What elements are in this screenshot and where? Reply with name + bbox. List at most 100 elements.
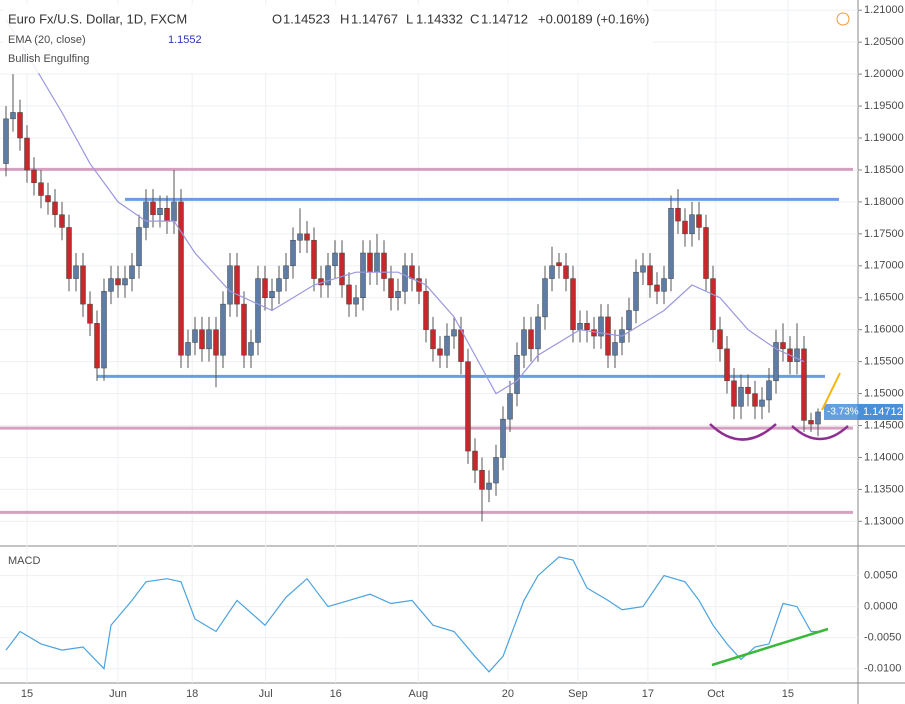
- x-tick-label: Jul: [259, 688, 273, 700]
- ema-label: EMA (20, close): [8, 34, 86, 46]
- y-tick-label: 1.17000: [864, 260, 904, 272]
- candle-body: [290, 239, 296, 267]
- candle-body: [591, 329, 597, 337]
- candle-body: [528, 329, 534, 350]
- candle-body: [87, 303, 93, 324]
- candle-body: [801, 348, 807, 421]
- candle-body: [234, 265, 240, 305]
- candle-body: [171, 201, 177, 222]
- candle-body: [164, 208, 170, 222]
- candle-body: [346, 284, 352, 305]
- candle-body: [416, 278, 422, 292]
- arc: [791, 425, 849, 441]
- candle-body: [17, 112, 23, 139]
- candle-body: [675, 208, 681, 222]
- candle-body: [31, 169, 37, 183]
- candle-body: [703, 227, 709, 279]
- candle-body: [626, 310, 632, 330]
- candle-body: [654, 284, 660, 292]
- candle-body: [668, 208, 674, 279]
- candle-body: [24, 137, 30, 171]
- candle-body: [808, 420, 814, 425]
- x-tick-label: 18: [186, 688, 198, 700]
- candle-body: [577, 323, 583, 330]
- candle-body: [430, 329, 436, 350]
- candle-body: [10, 112, 16, 120]
- ema-value: 1.1552: [168, 34, 202, 46]
- candle-body: [381, 252, 387, 279]
- candle-body: [185, 342, 191, 356]
- candle-body: [409, 265, 415, 279]
- macd-label: MACD: [8, 555, 40, 567]
- candle-body: [255, 278, 261, 343]
- candle-body: [269, 291, 275, 298]
- y-tick-label: 1.21000: [864, 4, 904, 16]
- x-tick-label: Jun: [109, 688, 127, 700]
- candle-body: [213, 329, 219, 356]
- candle-body: [178, 201, 184, 356]
- candle-body: [437, 348, 443, 356]
- candle-body: [199, 329, 205, 350]
- candle-body: [521, 329, 527, 356]
- candle-body: [731, 380, 737, 407]
- candle-body: [325, 265, 331, 286]
- candle-body: [507, 393, 513, 420]
- candle-body: [458, 329, 464, 362]
- candle-body: [115, 278, 121, 286]
- candle-body: [157, 208, 163, 215]
- candle-body: [374, 252, 380, 273]
- price-tag: 1.14712: [863, 406, 903, 418]
- candle-body: [206, 329, 212, 350]
- y2-tick-label: -0.0100: [864, 663, 901, 675]
- candle-body: [682, 220, 688, 235]
- candle-body: [150, 201, 156, 215]
- pct-tag: -3.73%: [827, 407, 859, 418]
- candle-body: [535, 316, 541, 350]
- price-tag-bg: [858, 403, 903, 420]
- y-tick-label: 1.20500: [864, 36, 904, 48]
- y2-tick-label: 0.0000: [864, 601, 898, 613]
- candle-body: [360, 252, 366, 298]
- candle-body: [248, 342, 254, 356]
- candle-body: [493, 457, 499, 484]
- x-tick-label: 20: [502, 688, 514, 700]
- alert-icon[interactable]: [836, 12, 850, 26]
- candle-body: [367, 252, 373, 273]
- l-value: 1.14332: [416, 11, 463, 26]
- candle-body: [766, 380, 772, 401]
- candle-body: [542, 278, 548, 318]
- header-bg: [3, 5, 653, 73]
- candle-body: [794, 348, 800, 362]
- candle-body: [633, 271, 639, 311]
- candle-body: [108, 278, 114, 292]
- candle-body: [465, 361, 471, 452]
- drawings: [709, 372, 849, 667]
- c-label: C: [470, 11, 479, 26]
- candle-body: [3, 118, 9, 164]
- candle-body: [472, 450, 478, 471]
- h-label: H: [340, 11, 349, 26]
- header: Euro Fx/U.S. Dollar, 1D, FXCM O 1.14523 …: [3, 5, 850, 567]
- macd-line: [5, 556, 818, 673]
- candle-body: [304, 233, 310, 241]
- engulfing-label: Bullish Engulfing: [8, 53, 89, 65]
- candle-body: [101, 291, 107, 369]
- x-tick-label: Aug: [409, 688, 429, 700]
- candle-body: [556, 262, 562, 267]
- candle-body: [563, 265, 569, 279]
- y-tick-label: 1.18000: [864, 196, 904, 208]
- y-tick-label: 1.16000: [864, 324, 904, 336]
- candle-body: [283, 265, 289, 279]
- candle-body: [262, 278, 268, 298]
- y-tick-label: 1.20000: [864, 68, 904, 80]
- candle-body: [584, 323, 590, 330]
- candle-body: [297, 233, 303, 241]
- candle-body: [59, 214, 65, 228]
- y-tick-label: 1.13500: [864, 483, 904, 495]
- y-tick-label: 1.14000: [864, 451, 904, 463]
- candle-body: [738, 386, 744, 407]
- candle-body: [612, 342, 618, 356]
- y-tick-label: 1.18500: [864, 164, 904, 176]
- candle-body: [353, 297, 359, 305]
